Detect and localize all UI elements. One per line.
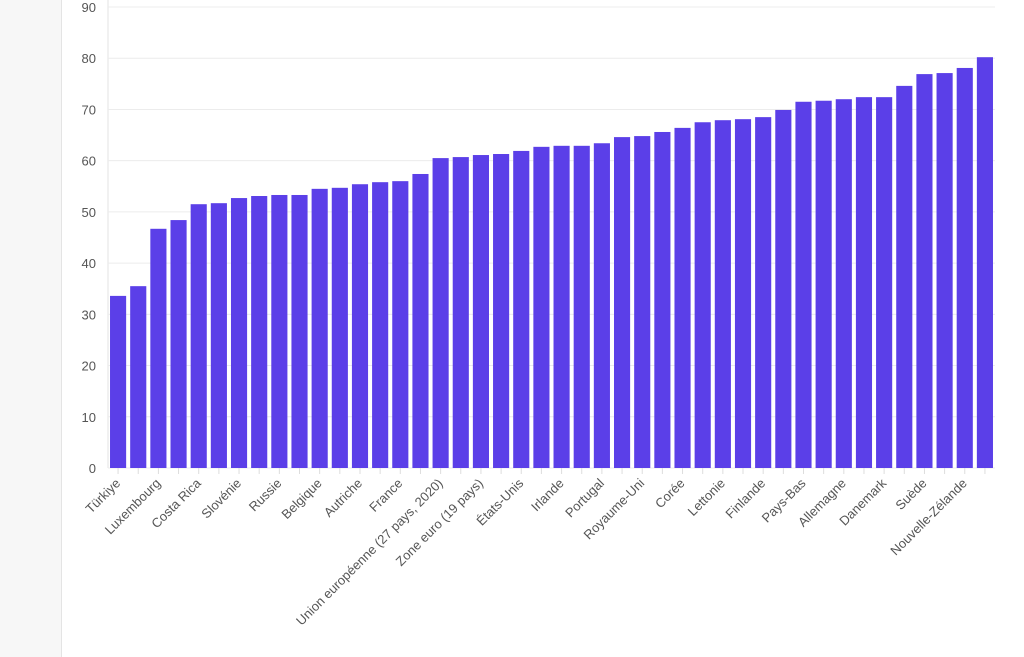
- bar: [392, 181, 409, 468]
- bar: [835, 99, 852, 468]
- y-tick-label: 20: [82, 359, 96, 374]
- bar: [855, 97, 873, 468]
- bar: [472, 155, 490, 468]
- bar: [432, 158, 449, 468]
- bar: [916, 74, 933, 469]
- x-tick-label: Suède: [892, 476, 929, 513]
- x-tick-label: Slovénie: [198, 476, 244, 522]
- bar: [694, 122, 711, 468]
- bar: [956, 67, 973, 469]
- bar: [150, 228, 167, 468]
- bar: [573, 145, 590, 468]
- bar: [613, 137, 631, 469]
- x-tick-label: Russie: [246, 476, 285, 515]
- bar: [734, 119, 752, 468]
- x-tick-label: Union européenne (27 pays, 2020): [293, 476, 446, 629]
- y-tick-label: 10: [82, 410, 96, 425]
- bar: [714, 120, 731, 468]
- bar: [291, 194, 308, 469]
- bar: [493, 154, 510, 468]
- bar: [876, 97, 893, 468]
- y-tick-label: 50: [82, 205, 96, 220]
- y-tick-label: 90: [82, 0, 96, 15]
- y-tick-label: 30: [82, 307, 96, 322]
- y-tick-label: 80: [82, 51, 96, 66]
- bar: [271, 194, 288, 469]
- x-tick-label: Autriche: [321, 476, 365, 520]
- bar: [654, 131, 671, 468]
- bar: [513, 150, 530, 468]
- x-tick-label: Corée: [652, 476, 688, 512]
- x-tick-label: Irlande: [528, 476, 567, 515]
- left-panel: [0, 0, 62, 657]
- y-axis: 0 10 20 30 40 50 60 70 80 90: [82, 0, 96, 476]
- bar: [593, 143, 610, 469]
- x-tick-label: Lettonie: [685, 476, 728, 519]
- x-tick-label: Nouvelle-Zélande: [887, 476, 970, 559]
- bar: [331, 187, 348, 468]
- x-tick-label: Belgique: [278, 476, 324, 522]
- bar: [533, 146, 550, 468]
- bar: [351, 184, 369, 468]
- bar: [230, 198, 248, 468]
- bar: [976, 57, 993, 468]
- bar: [775, 109, 792, 468]
- bar: [634, 136, 651, 468]
- bar: [755, 117, 772, 468]
- bar: [674, 127, 691, 468]
- bar: [452, 157, 469, 468]
- bar: [251, 196, 268, 468]
- bar: [190, 204, 207, 468]
- y-tick-label: 0: [89, 461, 96, 476]
- bar: [936, 73, 953, 469]
- bar: [311, 188, 328, 469]
- y-tick-label: 70: [82, 102, 96, 117]
- y-tick-label: 40: [82, 256, 96, 271]
- bar: [170, 220, 187, 468]
- y-tick-label: 60: [82, 154, 96, 169]
- bar: [795, 101, 812, 468]
- bar: [412, 173, 429, 469]
- bar: [372, 182, 389, 468]
- bar: [896, 85, 913, 468]
- bar: [210, 203, 227, 469]
- bar: [130, 286, 147, 468]
- bar: [553, 145, 570, 468]
- bar: [110, 295, 127, 468]
- x-tick-label: France: [366, 476, 405, 515]
- bar: [815, 100, 832, 468]
- bars: [110, 57, 993, 469]
